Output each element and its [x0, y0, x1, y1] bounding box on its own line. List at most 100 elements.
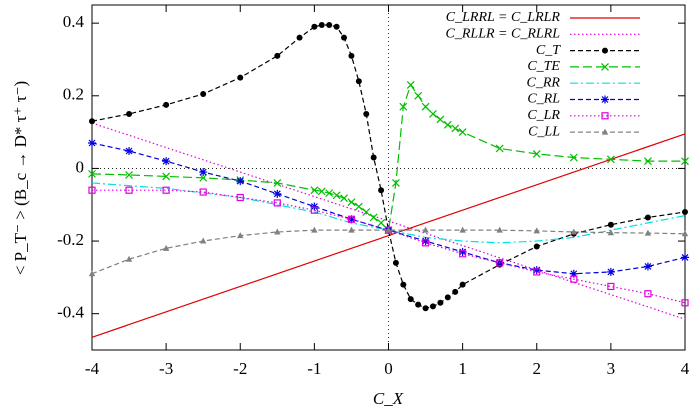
point — [88, 270, 96, 277]
point — [569, 153, 578, 162]
point — [458, 247, 467, 256]
point — [459, 250, 467, 258]
series — [91, 133, 686, 338]
point — [606, 155, 615, 164]
point — [377, 218, 386, 227]
point — [601, 128, 609, 135]
y-tick-label: 0.4 — [63, 12, 85, 31]
x-tick-label: 2 — [533, 359, 542, 378]
x-tick-label: 3 — [607, 359, 616, 378]
point — [451, 124, 460, 133]
point — [347, 215, 356, 224]
y-tick-label: -0.4 — [57, 303, 84, 322]
point — [532, 149, 541, 158]
point — [326, 21, 333, 28]
point — [341, 34, 348, 41]
point — [199, 237, 207, 244]
point — [643, 262, 652, 271]
series — [88, 139, 689, 278]
point — [682, 209, 688, 215]
legend-label: C_RL — [527, 92, 560, 107]
point — [362, 208, 371, 216]
point — [311, 226, 318, 233]
point — [310, 202, 319, 211]
point — [644, 214, 651, 221]
x-tick-label: -1 — [307, 359, 321, 378]
legend-label: C_LR — [527, 108, 560, 123]
series — [88, 80, 689, 235]
point — [606, 267, 615, 276]
point — [422, 305, 429, 312]
point — [199, 173, 208, 182]
point — [273, 189, 282, 198]
point — [443, 120, 452, 129]
point — [333, 23, 340, 30]
point — [237, 232, 244, 239]
series — [91, 122, 686, 320]
legend-label: C_RLLR = C_RLRL — [446, 27, 561, 42]
point — [162, 244, 170, 251]
point — [125, 171, 133, 179]
point — [378, 187, 385, 194]
point — [355, 78, 362, 85]
y-tick-label: 0 — [76, 157, 85, 176]
point — [496, 226, 503, 233]
point — [532, 266, 541, 275]
point — [236, 177, 245, 186]
point — [570, 275, 578, 283]
point — [88, 169, 96, 178]
point — [429, 110, 437, 118]
point — [533, 268, 541, 276]
x-tick-label: -3 — [159, 359, 173, 378]
point — [681, 253, 689, 262]
x-axis-label: C_X — [373, 389, 404, 408]
point — [458, 128, 467, 137]
x-tick-label: 4 — [681, 359, 690, 378]
point — [644, 290, 652, 298]
point — [601, 95, 609, 104]
series-line — [91, 122, 686, 320]
point — [347, 215, 356, 223]
point — [452, 288, 459, 295]
point — [88, 139, 96, 147]
series — [89, 21, 688, 312]
point — [415, 301, 422, 308]
point — [310, 206, 318, 214]
point — [459, 281, 466, 288]
point — [348, 52, 355, 59]
point — [162, 157, 171, 166]
point — [459, 226, 466, 233]
point — [496, 259, 504, 267]
series-line — [91, 133, 686, 338]
point — [347, 198, 356, 207]
point — [607, 282, 615, 291]
point — [607, 221, 614, 228]
legend-label: C_RR — [527, 75, 561, 90]
point — [332, 191, 341, 200]
point — [126, 110, 133, 117]
point — [296, 34, 303, 41]
point — [311, 23, 318, 30]
point — [601, 112, 609, 120]
point — [436, 115, 445, 124]
point — [318, 21, 325, 28]
x-tick-label: 1 — [458, 359, 467, 378]
point — [274, 228, 281, 235]
point — [644, 229, 652, 236]
point — [354, 202, 363, 211]
point — [340, 194, 348, 203]
legend-label: C_LL — [528, 124, 560, 139]
point — [421, 102, 430, 111]
point — [495, 144, 504, 153]
point — [681, 299, 689, 307]
point — [200, 90, 207, 97]
point — [237, 74, 244, 81]
point — [199, 168, 208, 177]
point — [602, 47, 608, 54]
point — [391, 179, 400, 187]
point — [162, 186, 170, 194]
point — [89, 118, 95, 125]
point — [370, 154, 377, 161]
point — [236, 193, 244, 202]
